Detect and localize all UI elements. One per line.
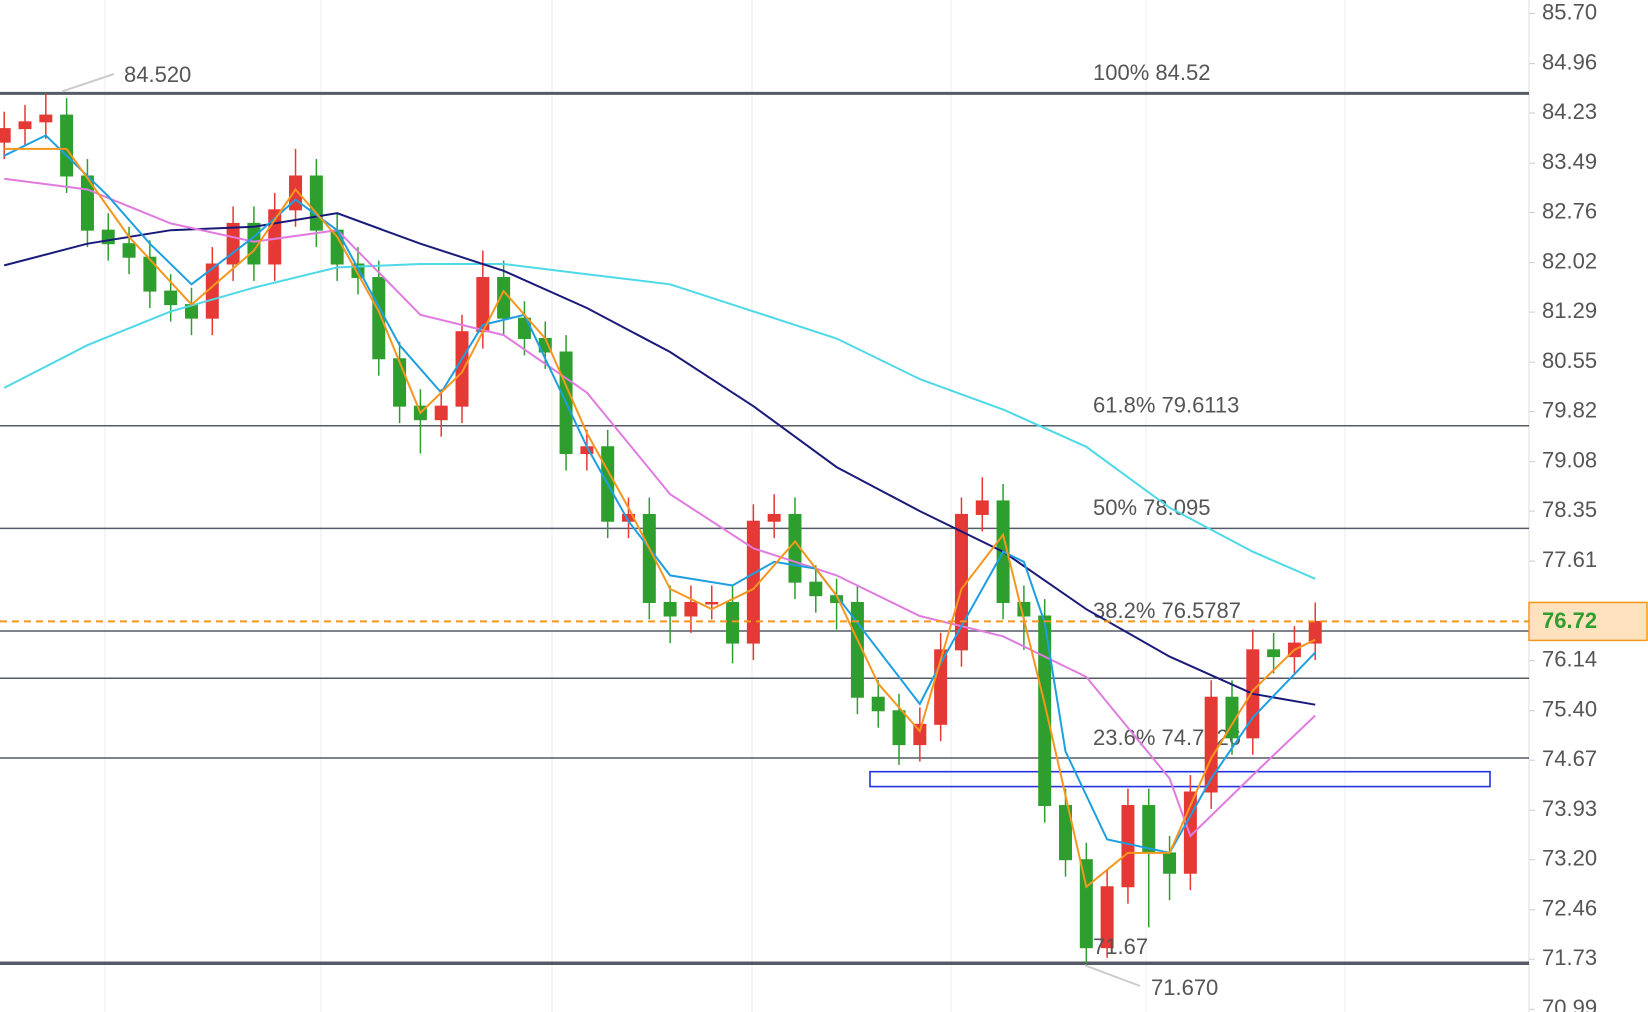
candle-body [684,601,698,617]
y-tick-label: 78.35 [1542,497,1597,522]
candle-body [1204,696,1218,793]
y-tick-label: 76.14 [1542,646,1597,671]
y-tick-label: 82.02 [1542,248,1597,273]
candle-body [1121,805,1135,888]
high-pointer [61,73,115,93]
candle-body [663,601,677,617]
candle-body [226,222,240,265]
current-price-label: 76.72 [1542,608,1597,633]
candle-body [809,581,823,597]
candle-body [767,513,781,522]
y-tick-label: 84.96 [1542,49,1597,74]
fib-label: 50% 78.095 [1093,495,1210,520]
low-pointer [1084,964,1141,987]
y-tick-label: 81.29 [1542,298,1597,323]
candle-body [726,601,740,644]
candle-body [892,710,906,746]
ma-line [4,177,1316,838]
candle-body [434,405,448,421]
current-price-tag [1528,601,1648,642]
y-tick-label: 73.93 [1542,796,1597,821]
candle-body [705,601,719,605]
y-tick-label: 70.99 [1542,995,1597,1012]
ma-line [3,263,1316,580]
candle-body [122,243,136,258]
fib-label: 100% 84.52 [1093,60,1210,85]
y-tick-label: 84.23 [1542,99,1597,124]
candle-body [1079,859,1093,949]
y-tick-label: 75.40 [1542,697,1597,722]
candle-body [393,358,407,407]
candle-body [309,175,323,231]
candle-body [517,317,531,339]
candle-body [372,277,386,360]
candle-body [1059,805,1073,861]
y-tick-label: 77.61 [1542,547,1597,572]
high-label: 84.520 [124,62,191,87]
low-note: 71.67 [1093,934,1148,959]
candle-body [1038,615,1052,807]
y-tick-label: 82.76 [1542,198,1597,223]
candle-body [60,114,74,177]
ma-line [3,212,1316,706]
y-tick-label: 72.46 [1542,896,1597,921]
candle-body [18,121,32,130]
candle-body [39,114,53,123]
candle-body [1163,852,1177,874]
fib-label: 38.2% 76.5787 [1093,598,1241,623]
y-tick-label: 85.70 [1542,0,1597,24]
candle-body [913,723,927,746]
candle-body [1100,886,1114,949]
candle-body [746,520,760,644]
low-label: 71.670 [1151,975,1218,1000]
candle-body [0,128,11,143]
candle-body [1142,805,1156,854]
y-tick-label: 74.67 [1542,746,1597,771]
fib-label: 61.8% 79.6113 [1093,393,1239,418]
candle-body [871,696,885,712]
y-tick-label: 79.82 [1542,397,1597,422]
y-tick-label: 73.20 [1542,846,1597,871]
zone-box [869,770,1491,788]
ma-line [4,147,1316,889]
y-tick-label: 83.49 [1542,149,1597,174]
candle-body [1267,649,1281,658]
candle-body [164,290,178,306]
y-tick-label: 80.55 [1542,348,1597,373]
candle-body [143,256,157,292]
candle-body [1308,620,1322,644]
candle-body [455,331,469,407]
y-tick-label: 71.73 [1542,945,1597,970]
candle-body [975,500,989,515]
ma-line [3,134,1316,855]
y-tick-label: 79.08 [1542,447,1597,472]
